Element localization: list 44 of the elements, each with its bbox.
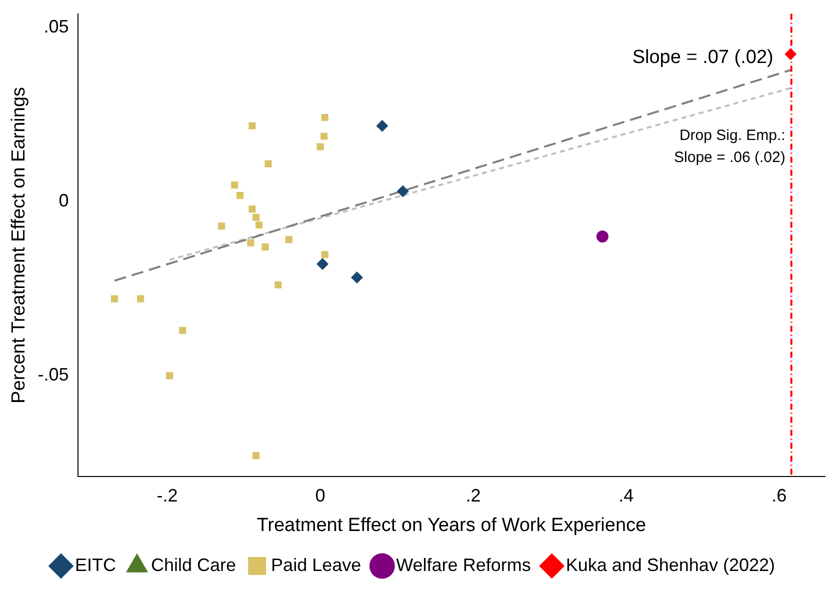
point [252, 452, 260, 460]
point [136, 295, 144, 302]
point [236, 192, 244, 199]
point [376, 120, 388, 132]
point [262, 243, 269, 250]
point [248, 205, 256, 213]
legend-label: Welfare Reforms [396, 554, 531, 575]
point [321, 251, 328, 258]
point [247, 239, 254, 246]
legend-label: Paid Leave [271, 554, 362, 575]
point [110, 295, 118, 302]
point [596, 230, 608, 242]
point [396, 185, 409, 198]
point [321, 114, 328, 122]
point [316, 143, 324, 150]
point [264, 160, 272, 168]
point [166, 372, 174, 380]
annotation: Slope = .06 (.02) [674, 148, 786, 166]
x-tick-label: -.2 [156, 485, 178, 506]
point [350, 272, 363, 284]
annotation: Slope = .07 (.02) [632, 47, 774, 68]
y-axis-title: Percent Treatment Effect on Earnings [8, 86, 30, 404]
point [316, 258, 329, 270]
point [248, 122, 256, 130]
point [252, 214, 260, 221]
point [320, 132, 328, 140]
point [256, 221, 263, 229]
legend-label: Kuka and Shenhav (2022) [566, 554, 775, 575]
x-tick-label: .2 [466, 485, 481, 506]
y-tick-label: -.05 [38, 364, 69, 385]
y-tick-label: 0 [58, 190, 69, 211]
legend-label: EITC [75, 554, 116, 575]
annotation: Drop Sig. Emp.: [679, 126, 786, 144]
x-tick-label: .4 [618, 485, 634, 506]
x-tick-label: .6 [772, 485, 787, 506]
point [218, 222, 226, 230]
y-tick-label: .05 [44, 16, 69, 37]
point [285, 236, 292, 244]
x-axis-title: Treatment Effect on Years of Work Experience [256, 514, 646, 536]
point [179, 326, 186, 334]
x-tick-label: 0 [315, 485, 326, 506]
legend-label: Child Care [151, 554, 236, 575]
point [274, 281, 282, 288]
point [231, 181, 238, 189]
